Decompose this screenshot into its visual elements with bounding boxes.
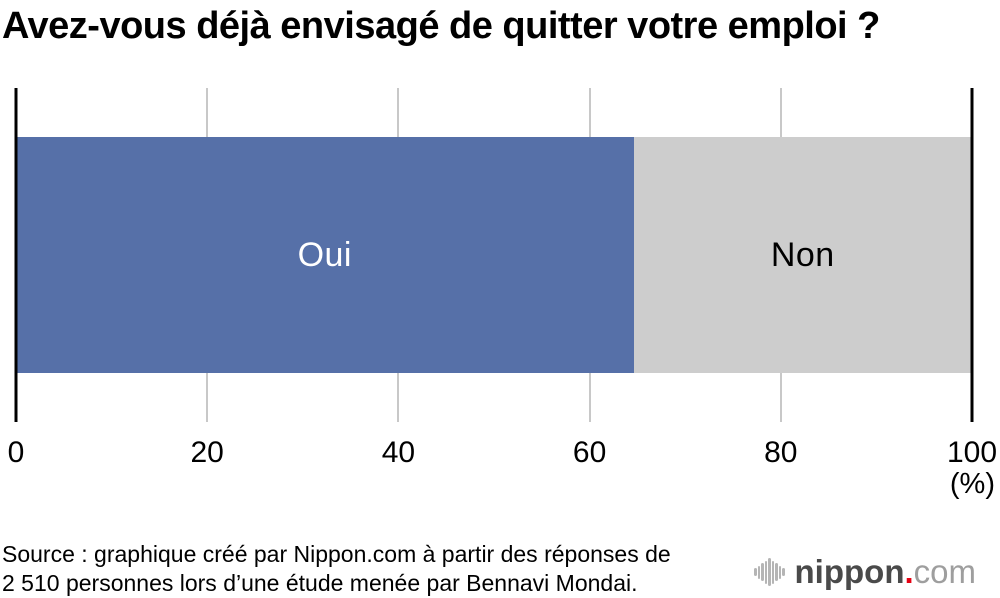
wave-bar: [764, 560, 768, 584]
axis-frame-line: [14, 88, 18, 422]
logo-dot: .: [904, 553, 914, 590]
stacked-bar: Oui Non: [16, 137, 972, 373]
source-note: Source : graphique créé par Nippon.com à…: [2, 540, 671, 598]
chart-title: Avez-vous déjà envisagé de quitter votre…: [2, 5, 880, 47]
source-line-1: Source : graphique créé par Nippon.com à…: [2, 541, 671, 567]
segment-label-oui: Oui: [297, 235, 352, 274]
wave-bar: [757, 565, 761, 579]
wave-bar: [778, 565, 782, 579]
logo-wordmark: nippon.com: [795, 553, 976, 591]
soundwave-bars-icon: [754, 558, 786, 586]
wave-bar: [754, 568, 757, 576]
wave-bar: [775, 563, 778, 581]
segment-label-non: Non: [770, 235, 835, 274]
x-tick-label: 0: [7, 436, 25, 469]
wave-bar: [761, 563, 764, 581]
x-tick-label: 80: [764, 436, 798, 469]
logo-name: nippon: [794, 553, 905, 590]
wave-bar: [768, 558, 771, 586]
wave-bar: [771, 560, 775, 584]
x-axis-tick-row: 0 20 40 60 80 100: [8, 436, 997, 470]
bar-segment-non: Non: [633, 137, 972, 373]
x-tick-label: 40: [381, 436, 416, 469]
logo-tld: com: [913, 553, 976, 590]
axis-frame-line: [970, 88, 974, 422]
nippon-com-logo: nippon.com: [754, 551, 976, 593]
bar-segment-oui: Oui: [16, 137, 634, 373]
source-line-2: 2 510 personnes lors d’une étude menée p…: [2, 570, 638, 596]
plot-area: Oui Non: [14, 88, 974, 422]
x-tick-label: 100: [946, 436, 998, 469]
axis-unit-label: (%): [949, 468, 995, 500]
x-tick-label: 60: [572, 436, 607, 469]
x-tick-label: 20: [190, 436, 224, 469]
wave-bar: [782, 568, 785, 576]
